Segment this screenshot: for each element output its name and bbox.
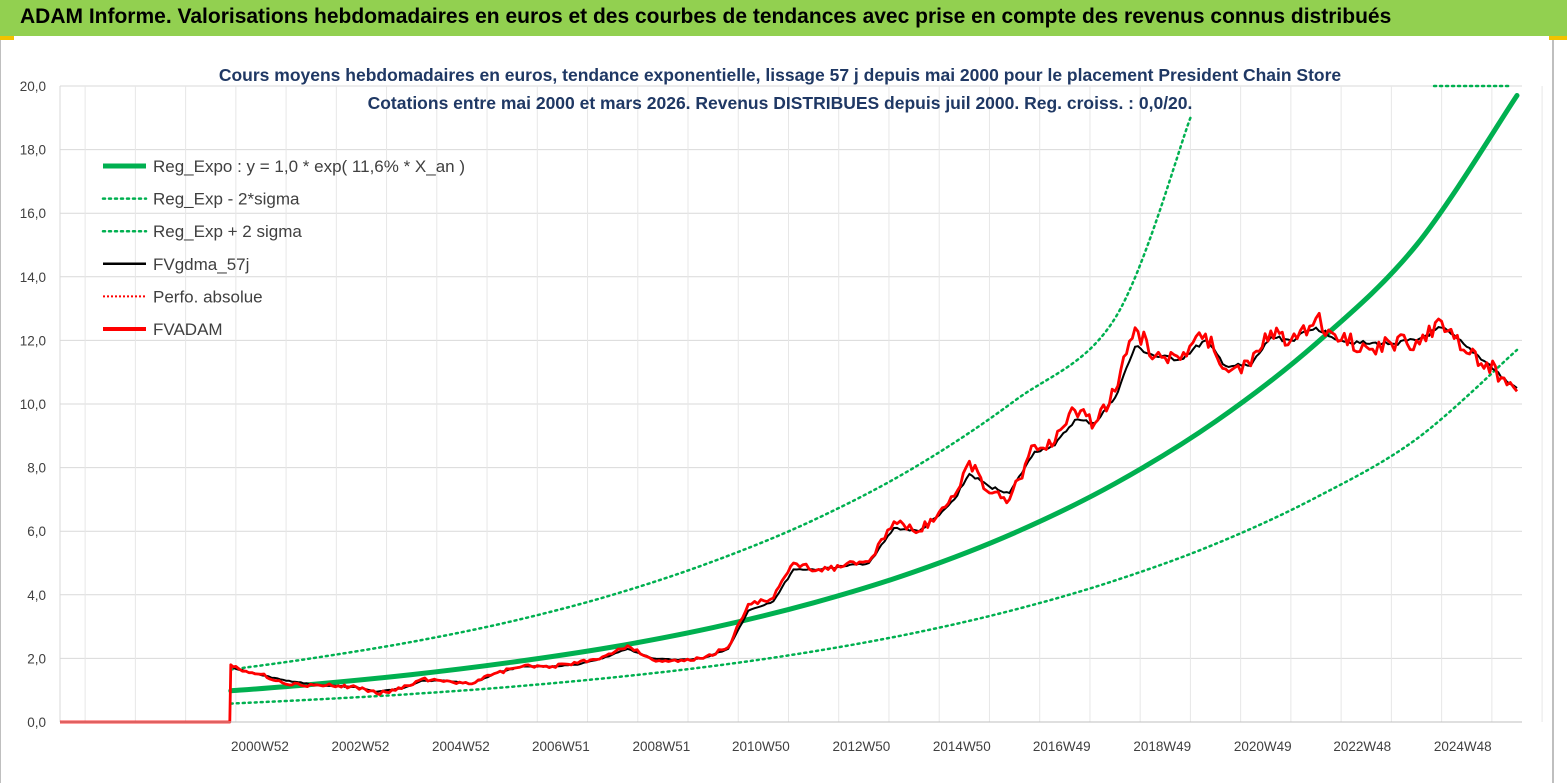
x-tick-label: 2010W50 <box>732 739 790 754</box>
y-tick-label: 18,0 <box>20 143 46 158</box>
y-tick-label: 6,0 <box>27 524 46 539</box>
x-tick-label: 2016W49 <box>1033 739 1091 754</box>
x-tick-label: 2012W50 <box>832 739 890 754</box>
y-tick-label: 0,0 <box>27 715 46 730</box>
x-tick-label: 2018W49 <box>1133 739 1191 754</box>
x-tick-label: 2000W52 <box>231 739 289 754</box>
y-tick-label: 10,0 <box>20 397 46 412</box>
series-layer <box>60 84 1520 724</box>
y-tick-label: 4,0 <box>27 588 46 603</box>
series-fvgdma-57j <box>232 326 1518 693</box>
x-tick-label: 2014W50 <box>933 739 991 754</box>
legend-layer: Reg_Expo : y = 1,0 * exp( 11,6% * X_an )… <box>101 157 465 339</box>
x-tick-label: 2024W48 <box>1434 739 1492 754</box>
legend-label: Reg_Exp - 2*sigma <box>153 190 300 209</box>
series-fvadam <box>60 311 1519 724</box>
frame-right-edge <box>1552 40 1554 783</box>
x-tick-label: 2004W52 <box>432 739 490 754</box>
y-tick-label: 12,0 <box>20 333 46 348</box>
x-tick-label: 2008W51 <box>632 739 690 754</box>
legend-label: FVADAM <box>153 320 223 339</box>
banner-corner-right <box>1549 36 1567 40</box>
legend-label: Perfo. absolue <box>153 287 263 306</box>
frame-left-edge <box>0 40 1 783</box>
x-tick-label: 2002W52 <box>332 739 390 754</box>
series-reg-exp-minus-2sigma <box>229 348 1519 705</box>
legend-label: Reg_Expo : y = 1,0 * exp( 11,6% * X_an ) <box>153 157 465 176</box>
y-tick-label: 20,0 <box>20 79 46 94</box>
y-tick-label: 16,0 <box>20 206 46 221</box>
x-tick-label: 2006W51 <box>532 739 590 754</box>
legend-label: FVgdma_57j <box>153 255 249 274</box>
y-tick-label: 14,0 <box>20 270 46 285</box>
chart-title-line1: Cours moyens hebdomadaires en euros, ten… <box>219 65 1342 85</box>
series-reg-expo <box>228 93 1520 694</box>
y-tick-label: 8,0 <box>27 461 46 476</box>
grid-layer <box>59 85 1543 723</box>
series-reg-exp-plus-2sigma <box>229 116 1192 671</box>
banner-corner-left <box>0 36 14 40</box>
y-tick-label: 2,0 <box>27 651 46 666</box>
axis-layer: 0,0 2,0 4,0 6,0 8,0 10,0 12,0 14,0 16,0 18,0 20,0 2… <box>20 79 1522 754</box>
chart-title-line2: Cotations entre mai 2000 et mars 2026. R… <box>368 93 1193 113</box>
title-banner: ADAM Informe. Valorisations hebdomadaire… <box>0 0 1567 36</box>
banner-title: ADAM Informe. Valorisations hebdomadaire… <box>20 5 1392 28</box>
x-tick-label: 2020W49 <box>1234 739 1292 754</box>
x-tick-label: 2022W48 <box>1333 739 1391 754</box>
legend-label: Reg_Exp + 2 sigma <box>153 222 302 241</box>
